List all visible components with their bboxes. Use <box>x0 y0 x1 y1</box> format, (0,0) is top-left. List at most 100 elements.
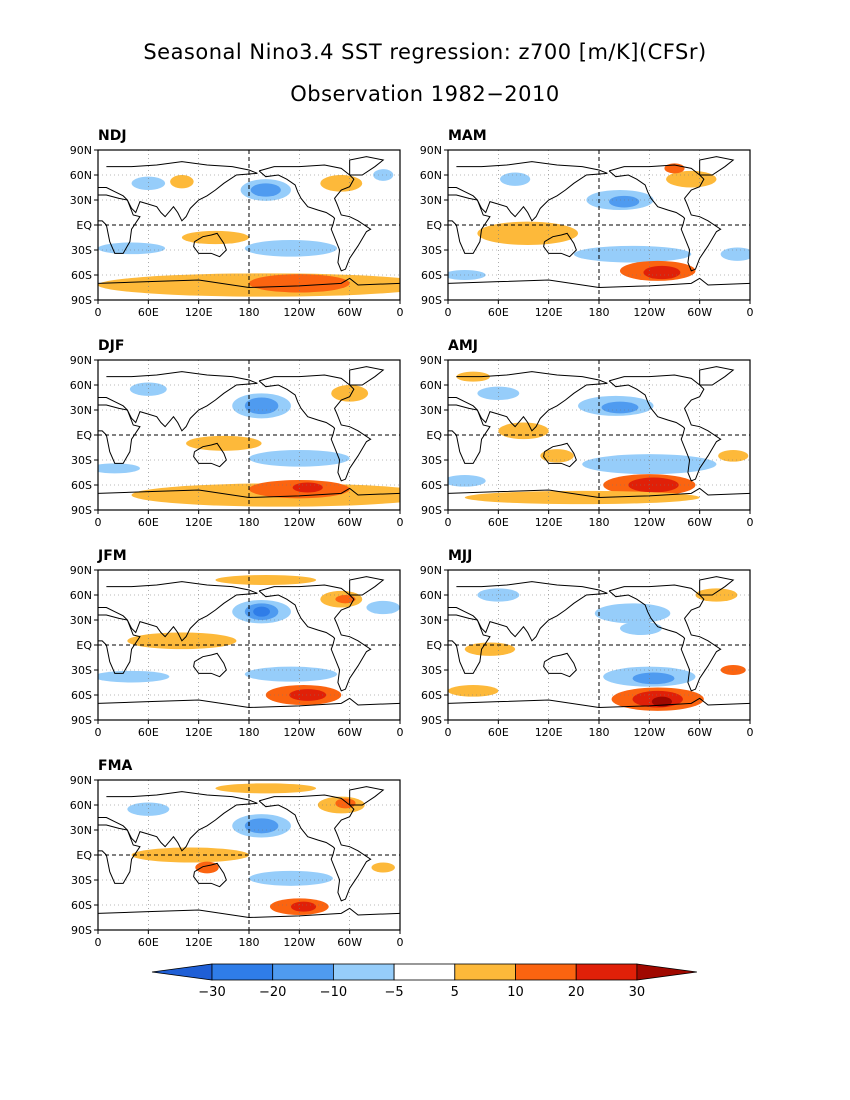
positive-anomaly-contour <box>448 685 499 697</box>
lat-tick-label: 60N <box>420 379 442 392</box>
lon-tick-label: 60E <box>138 936 159 949</box>
lat-tick-label: 60S <box>421 269 442 282</box>
lat-tick-label: EQ <box>426 639 442 652</box>
coastline <box>98 614 141 674</box>
anomaly-field <box>98 570 400 720</box>
lon-tick-label: 120W <box>633 306 665 319</box>
coastline <box>448 697 750 709</box>
coastline <box>98 791 258 852</box>
negative-anomaly-contour <box>244 666 338 682</box>
negative-anomaly-contour <box>601 401 639 414</box>
coastline <box>608 584 722 692</box>
colorbar: −30 −20 −10 −5 5 10 20 30 <box>150 960 700 1010</box>
lat-tick-label: 60S <box>421 479 442 492</box>
lat-tick-label: 90N <box>420 354 442 367</box>
lat-tick-label: 90S <box>421 714 442 727</box>
positive-anomaly-contour <box>186 435 262 451</box>
negative-anomaly-contour <box>373 169 394 181</box>
lon-tick-label: 120W <box>283 936 315 949</box>
lat-tick-label: 60N <box>70 169 92 182</box>
lat-tick-label: 60S <box>71 689 92 702</box>
positive-anomaly-contour <box>666 170 717 188</box>
lon-tick-label: 0 <box>445 306 452 319</box>
lat-tick-label: 90S <box>421 294 442 307</box>
map-panel-jfm: JFM 90N 60N 30N EQ 30S 60S 90S 0 60E 120E 180 120W 6… <box>70 548 458 758</box>
lat-tick-label: 30N <box>70 614 92 627</box>
colorbar-arrow-high <box>636 963 697 981</box>
negative-anomaly-contour <box>573 245 692 263</box>
negative-anomaly-contour <box>500 172 531 186</box>
coastline <box>258 374 372 482</box>
coastline <box>193 652 227 678</box>
coastline <box>98 161 258 222</box>
lon-tick-label: 120E <box>185 516 213 529</box>
coastline <box>448 614 491 674</box>
lon-tick-label: 120W <box>283 306 315 319</box>
colorbar-label: 20 <box>568 985 585 1000</box>
lon-tick-label: 120W <box>633 516 665 529</box>
lon-tick-label: 60W <box>687 306 712 319</box>
negative-anomaly-contour <box>249 870 333 886</box>
coastline <box>98 194 141 254</box>
lat-tick-label: 90N <box>70 144 92 157</box>
lat-tick-label: EQ <box>426 429 442 442</box>
positive-anomaly-contour <box>170 175 194 189</box>
lat-tick-label: 60S <box>421 689 442 702</box>
map-panel-amj: AMJ 90N 60N 30N EQ 30S 60S 90S 0 60E 120E 180 120W 6… <box>420 338 808 548</box>
positive-anomaly-contour <box>477 221 579 245</box>
coastline <box>98 404 141 464</box>
lon-tick-label: 60E <box>138 726 159 739</box>
lon-tick-label: 0 <box>95 936 102 949</box>
lat-tick-label: 30S <box>71 244 92 257</box>
panel-label: JFM <box>98 548 127 564</box>
lat-tick-label: 30S <box>71 874 92 887</box>
negative-anomaly-contour <box>98 670 170 683</box>
lon-tick-label: 60W <box>687 726 712 739</box>
lon-tick-label: 60W <box>337 726 362 739</box>
positive-anomaly-contour <box>215 783 317 794</box>
lon-tick-label: 120E <box>535 306 563 319</box>
coastline <box>98 487 400 499</box>
colorbar-segment <box>515 963 577 981</box>
lat-tick-label: EQ <box>76 849 92 862</box>
anomaly-field <box>98 360 400 510</box>
lon-tick-label: 60W <box>687 516 712 529</box>
colorbar-label: 30 <box>629 985 646 1000</box>
colorbar-label: −10 <box>320 985 347 1000</box>
lat-tick-label: 60S <box>71 269 92 282</box>
coastline <box>349 366 385 386</box>
panel-label: FMA <box>98 758 133 774</box>
colorbar-segment <box>575 963 638 981</box>
lat-tick-label: 30N <box>70 194 92 207</box>
lat-tick-label: 90N <box>420 564 442 577</box>
lon-tick-label: 180 <box>239 936 260 949</box>
figure-title: Seasonal Nino3.4 SST regression: z700 [m… <box>143 40 707 64</box>
lat-tick-label: 30N <box>70 824 92 837</box>
figure-subtitle: Observation 1982−2010 <box>290 82 560 106</box>
colorbar-svg: −30 −20 −10 −5 5 10 20 30 <box>151 963 697 1000</box>
lat-tick-label: 30S <box>421 244 442 257</box>
lon-tick-label: 120W <box>633 726 665 739</box>
map-panel-fma: FMA 90N 60N 30N EQ 30S 60S 90S 0 60E 120E 180 120W 6… <box>70 758 458 968</box>
lon-tick-label: 120E <box>185 726 213 739</box>
negative-anomaly-contour <box>619 621 662 635</box>
coastline <box>608 374 722 482</box>
lat-tick-label: 30N <box>420 194 442 207</box>
lat-tick-label: 90S <box>71 294 92 307</box>
lat-tick-label: 30N <box>70 404 92 417</box>
coastline <box>98 697 400 709</box>
coastline <box>349 576 385 596</box>
lon-tick-label: 60E <box>488 306 509 319</box>
lon-tick-label: 120E <box>185 936 213 949</box>
coastline <box>98 277 400 289</box>
coastline <box>448 277 750 289</box>
coastline <box>448 487 750 499</box>
coastline <box>699 156 735 176</box>
positive-anomaly-contour <box>464 490 700 505</box>
lon-tick-label: 0 <box>445 516 452 529</box>
lat-tick-label: 90S <box>71 504 92 517</box>
coastline <box>543 652 577 678</box>
